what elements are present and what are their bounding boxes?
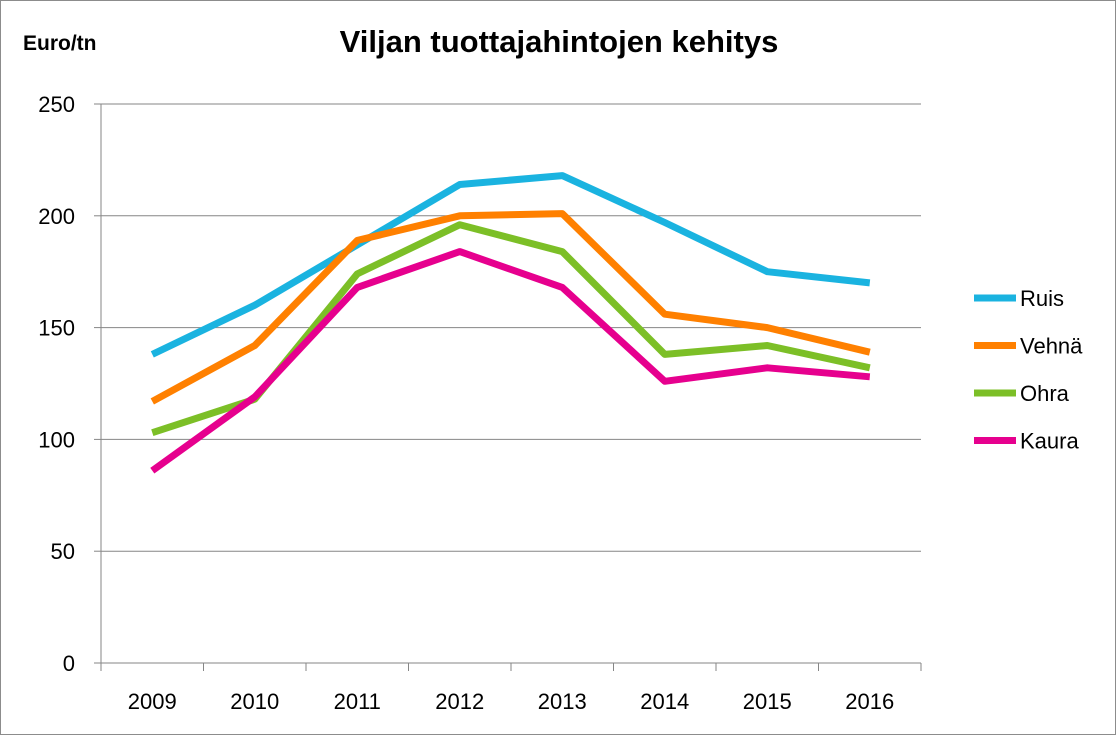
legend-label-ohra: Ohra bbox=[1020, 381, 1070, 406]
gridlines bbox=[101, 103, 921, 552]
x-tick-label: 2016 bbox=[845, 689, 894, 714]
legend: Ruis Vehnä Ohra Kaura bbox=[974, 286, 1083, 454]
y-tick-label: 250 bbox=[38, 92, 75, 117]
y-tick-label: 50 bbox=[51, 539, 75, 564]
x-axis-ticks: 2009 2010 2011 2012 2013 2014 2015 2016 bbox=[128, 689, 894, 714]
y-tick-label: 200 bbox=[38, 204, 75, 229]
chart-title: Viljan tuottajahintojen kehitys bbox=[340, 24, 779, 59]
x-tick-label: 2011 bbox=[334, 689, 381, 714]
x-tick-label: 2010 bbox=[230, 689, 279, 714]
axes bbox=[94, 103, 922, 671]
y-tick-label: 100 bbox=[38, 427, 75, 452]
series-line-ruis bbox=[150, 172, 871, 358]
y-tick-label: 150 bbox=[38, 316, 75, 341]
series-line-kaura bbox=[150, 248, 871, 474]
x-tick-label: 2012 bbox=[435, 689, 484, 714]
x-tick-label: 2009 bbox=[128, 689, 177, 714]
y-axis-unit-label: Euro/tn bbox=[23, 32, 97, 55]
x-tick-label: 2015 bbox=[743, 689, 792, 714]
x-tick-label: 2013 bbox=[538, 689, 587, 714]
x-tick-label: 2014 bbox=[640, 689, 689, 714]
series-line-vehnä bbox=[150, 210, 871, 405]
legend-label-vehnä: Vehnä bbox=[1020, 334, 1083, 359]
legend-label-kaura: Kaura bbox=[1020, 429, 1079, 454]
y-axis-ticks: 0 50 100 150 200 250 bbox=[38, 92, 75, 676]
series-lines bbox=[150, 172, 871, 474]
legend-label-ruis: Ruis bbox=[1020, 286, 1064, 311]
y-tick-label: 0 bbox=[63, 651, 75, 676]
